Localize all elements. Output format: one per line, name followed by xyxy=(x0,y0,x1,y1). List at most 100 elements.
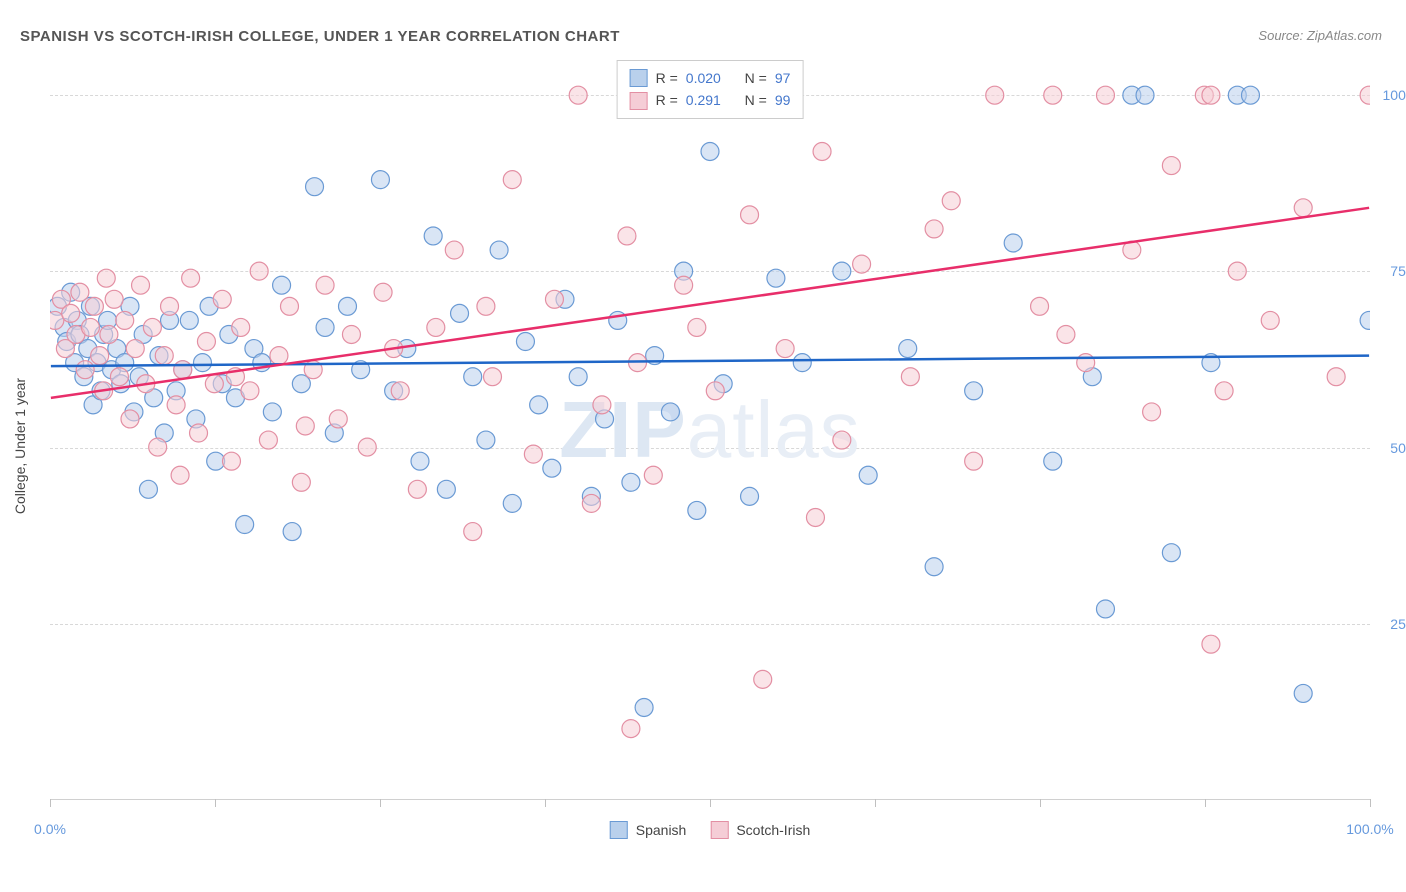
stats-n-label: N = xyxy=(745,67,767,89)
data-point xyxy=(371,171,389,189)
data-point xyxy=(1004,234,1022,252)
data-point xyxy=(490,241,508,259)
data-point xyxy=(339,297,357,315)
data-point xyxy=(741,206,759,224)
stats-legend-box: R = 0.020 N = 97 R = 0.291 N = 99 xyxy=(617,60,804,119)
chart-title: SPANISH VS SCOTCH-IRISH COLLEGE, UNDER 1… xyxy=(20,28,620,45)
data-point xyxy=(100,325,118,343)
data-point xyxy=(1162,544,1180,562)
data-point xyxy=(1215,382,1233,400)
data-point xyxy=(437,480,455,498)
data-point xyxy=(174,361,192,379)
data-point xyxy=(524,445,542,463)
data-point xyxy=(543,459,561,477)
source-label: Source: xyxy=(1258,28,1303,43)
stats-r-value-spanish: 0.020 xyxy=(686,67,721,89)
data-point xyxy=(806,508,824,526)
y-axis-label: College, Under 1 year xyxy=(12,378,28,514)
data-point xyxy=(833,262,851,280)
data-point xyxy=(250,262,268,280)
x-tick-label: 100.0% xyxy=(1346,821,1393,837)
data-point xyxy=(484,368,502,386)
data-point xyxy=(593,396,611,414)
data-point xyxy=(622,473,640,491)
data-point xyxy=(273,276,291,294)
source-name: ZipAtlas.com xyxy=(1307,28,1382,43)
data-point xyxy=(132,276,150,294)
swatch-scotch-irish xyxy=(630,92,648,110)
data-point xyxy=(1096,86,1114,104)
data-point xyxy=(121,410,139,428)
data-point xyxy=(925,558,943,576)
data-point xyxy=(292,473,310,491)
data-point xyxy=(205,375,223,393)
data-point xyxy=(190,424,208,442)
data-point xyxy=(424,227,442,245)
data-point xyxy=(859,466,877,484)
data-point xyxy=(635,699,653,717)
data-point xyxy=(296,417,314,435)
data-point xyxy=(62,304,80,322)
data-point xyxy=(1360,311,1370,329)
trend-line xyxy=(51,356,1369,367)
data-point xyxy=(582,494,600,512)
bottom-legend-label-spanish: Spanish xyxy=(636,822,687,838)
data-point xyxy=(1143,403,1161,421)
data-point xyxy=(408,480,426,498)
data-point xyxy=(71,283,89,301)
data-point xyxy=(793,354,811,372)
data-point xyxy=(161,297,179,315)
data-point xyxy=(688,318,706,336)
x-tick xyxy=(1370,799,1371,807)
data-point xyxy=(1077,354,1095,372)
data-point xyxy=(464,368,482,386)
data-point xyxy=(644,466,662,484)
data-point xyxy=(139,480,157,498)
x-tick-label: 0.0% xyxy=(34,821,66,837)
data-point xyxy=(171,466,189,484)
data-point xyxy=(193,354,211,372)
data-point xyxy=(1044,86,1062,104)
data-point xyxy=(213,290,231,308)
bottom-legend-item-scotch-irish: Scotch-Irish xyxy=(710,821,810,839)
data-point xyxy=(358,438,376,456)
data-point xyxy=(477,431,495,449)
data-point xyxy=(263,403,281,421)
data-point xyxy=(503,494,521,512)
data-point xyxy=(965,382,983,400)
data-point xyxy=(1136,86,1154,104)
data-point xyxy=(316,318,334,336)
data-point xyxy=(155,347,173,365)
x-tick xyxy=(215,799,216,807)
data-point xyxy=(85,297,103,315)
stats-legend-row-spanish: R = 0.020 N = 97 xyxy=(630,67,791,89)
data-point xyxy=(569,368,587,386)
data-point xyxy=(374,283,392,301)
data-point xyxy=(259,431,277,449)
bottom-legend: Spanish Scotch-Irish xyxy=(610,821,811,839)
x-tick xyxy=(1040,799,1041,807)
data-point xyxy=(306,178,324,196)
data-point xyxy=(675,276,693,294)
x-tick xyxy=(1205,799,1206,807)
data-point xyxy=(411,452,429,470)
data-point xyxy=(1228,262,1246,280)
data-point xyxy=(241,382,259,400)
data-point xyxy=(767,269,785,287)
data-point xyxy=(427,318,445,336)
data-point xyxy=(445,241,463,259)
stats-r-label: R = xyxy=(656,67,678,89)
data-point xyxy=(342,325,360,343)
data-point xyxy=(197,333,215,351)
x-tick xyxy=(710,799,711,807)
x-tick xyxy=(545,799,546,807)
data-point xyxy=(776,340,794,358)
data-point xyxy=(180,311,198,329)
data-point xyxy=(182,269,200,287)
data-point xyxy=(477,297,495,315)
data-point xyxy=(899,340,917,358)
y-tick-label: 50.0% xyxy=(1390,440,1406,456)
data-point xyxy=(1241,86,1259,104)
data-point xyxy=(451,304,469,322)
data-point xyxy=(833,431,851,449)
